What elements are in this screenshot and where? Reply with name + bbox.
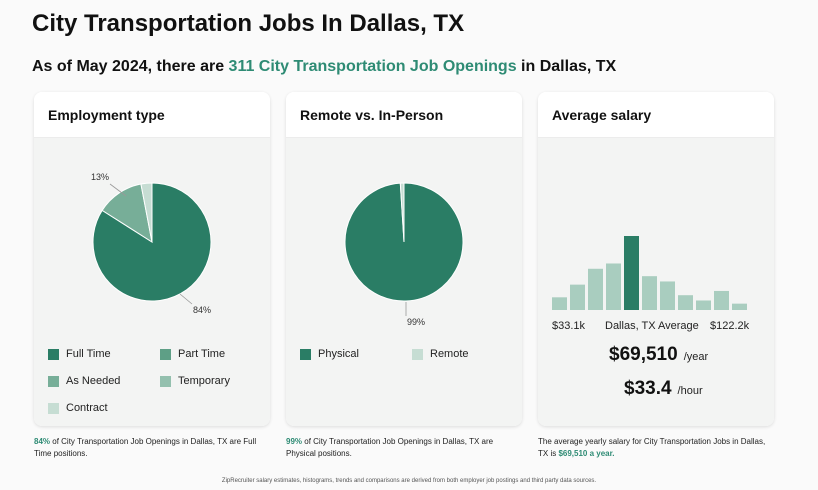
salary-bar [642,276,657,310]
salary-bar [732,303,747,310]
legend-label: Part Time [178,348,226,360]
page-subtitle: As of May 2024, there are 311 City Trans… [32,58,616,76]
salary-bar-average [624,236,639,310]
legend-label: As Needed [66,375,121,387]
salary-note-text: The average yearly salary for City Trans… [538,437,766,458]
salary-histogram [552,236,747,310]
average-salary-body: $33.1k Dallas, TX Average $122.2k $69,51… [538,138,774,426]
pie-label-physical: 99% [407,317,425,327]
footer-disclaimer: ZipRecruiter salary estimates, histogram… [221,478,597,484]
salary-bar [570,284,585,310]
remote-vs-in-person-card: Remote vs. In-Person 99% Physical Remote [286,92,522,426]
pie-leader-full-time [179,293,193,305]
legend-label: Remote [430,348,469,360]
salary-bar [696,300,711,310]
legend-swatch-full-time [48,348,59,360]
employment-type-pie: 13% 84% [91,172,212,315]
salary-max-label: $122.2k [710,320,750,332]
remote-vs-in-person-pie: 99% [344,182,464,327]
pie-slice-contract [140,182,153,243]
legend-physical: Physical [300,348,359,360]
pie-label-full-time: 84% [193,305,211,315]
remote-note-pct: 99% [286,437,303,446]
hourly-salary-unit: /hour [677,385,703,397]
salary-note: The average yearly salary for City Trans… [538,436,774,460]
employment-note-text: of City Transportation Job Openings in D… [34,437,257,458]
employment-note: 84% of City Transportation Job Openings … [34,436,270,460]
legend-swatch-temporary [160,375,171,387]
legend-label: Full Time [66,348,111,360]
salary-note-value: $69,510 a year. [558,449,615,458]
subtitle-suffix: in Dallas, TX [516,58,617,75]
legend-remote: Remote [412,348,469,360]
salary-bar [588,268,603,310]
employment-type-body: 13% 84% Full Time Part Time As Needed Tem… [34,138,270,426]
legend-swatch-physical [300,348,311,360]
employment-note-pct: 84% [34,437,51,446]
yearly-salary-unit: /year [683,351,709,363]
legend-swatch-as-needed [48,375,59,387]
salary-min-label: $33.1k [552,320,586,332]
pie-leader-as-needed [109,183,127,197]
legend-label: Physical [318,348,359,360]
pie-label-as-needed: 13% [91,172,109,182]
salary-bar [606,263,621,310]
legend-label: Contract [66,402,108,414]
yearly-salary-value: $69,510 [609,344,678,365]
salary-bar [678,295,693,310]
employment-type-heading: Employment type [34,92,270,138]
legend-temporary: Temporary [160,375,230,387]
remote-note: 99% of City Transportation Job Openings … [286,436,522,460]
employment-type-card: Employment type 13% 84% Full Time Part Ti… [34,92,270,426]
average-salary-heading: Average salary [538,92,774,138]
legend-swatch-part-time [160,348,171,360]
hourly-salary: $33.4/hour [624,378,703,400]
subtitle-highlight: 311 City Transportation Job Openings [228,58,517,75]
legend-full-time: Full Time [48,348,111,360]
legend-swatch-contract [48,402,59,414]
salary-bar [714,290,729,310]
salary-bar [552,297,567,310]
salary-bar [660,281,675,310]
page-title: City Transportation Jobs In Dallas, TX [32,10,465,37]
legend-as-needed: As Needed [48,375,120,387]
remote-vs-in-person-heading: Remote vs. In-Person [286,92,522,138]
hourly-salary-value: $33.4 [624,378,672,399]
pie-slice-remote [399,182,405,243]
average-salary-card: Average salary $33.1k Dallas, TX Average… [538,92,774,426]
salary-average-label: Dallas, TX Average [605,320,699,332]
legend-swatch-remote [412,348,423,360]
legend-contract: Contract [48,402,108,414]
subtitle-prefix: As of May 2024, there are [32,58,229,75]
legend-label: Temporary [178,375,230,387]
remote-vs-in-person-body: 99% Physical Remote [286,138,522,426]
remote-note-text: of City Transportation Job Openings in D… [286,437,494,458]
legend-part-time: Part Time [160,348,225,360]
yearly-salary: $69,510/year [609,344,708,366]
